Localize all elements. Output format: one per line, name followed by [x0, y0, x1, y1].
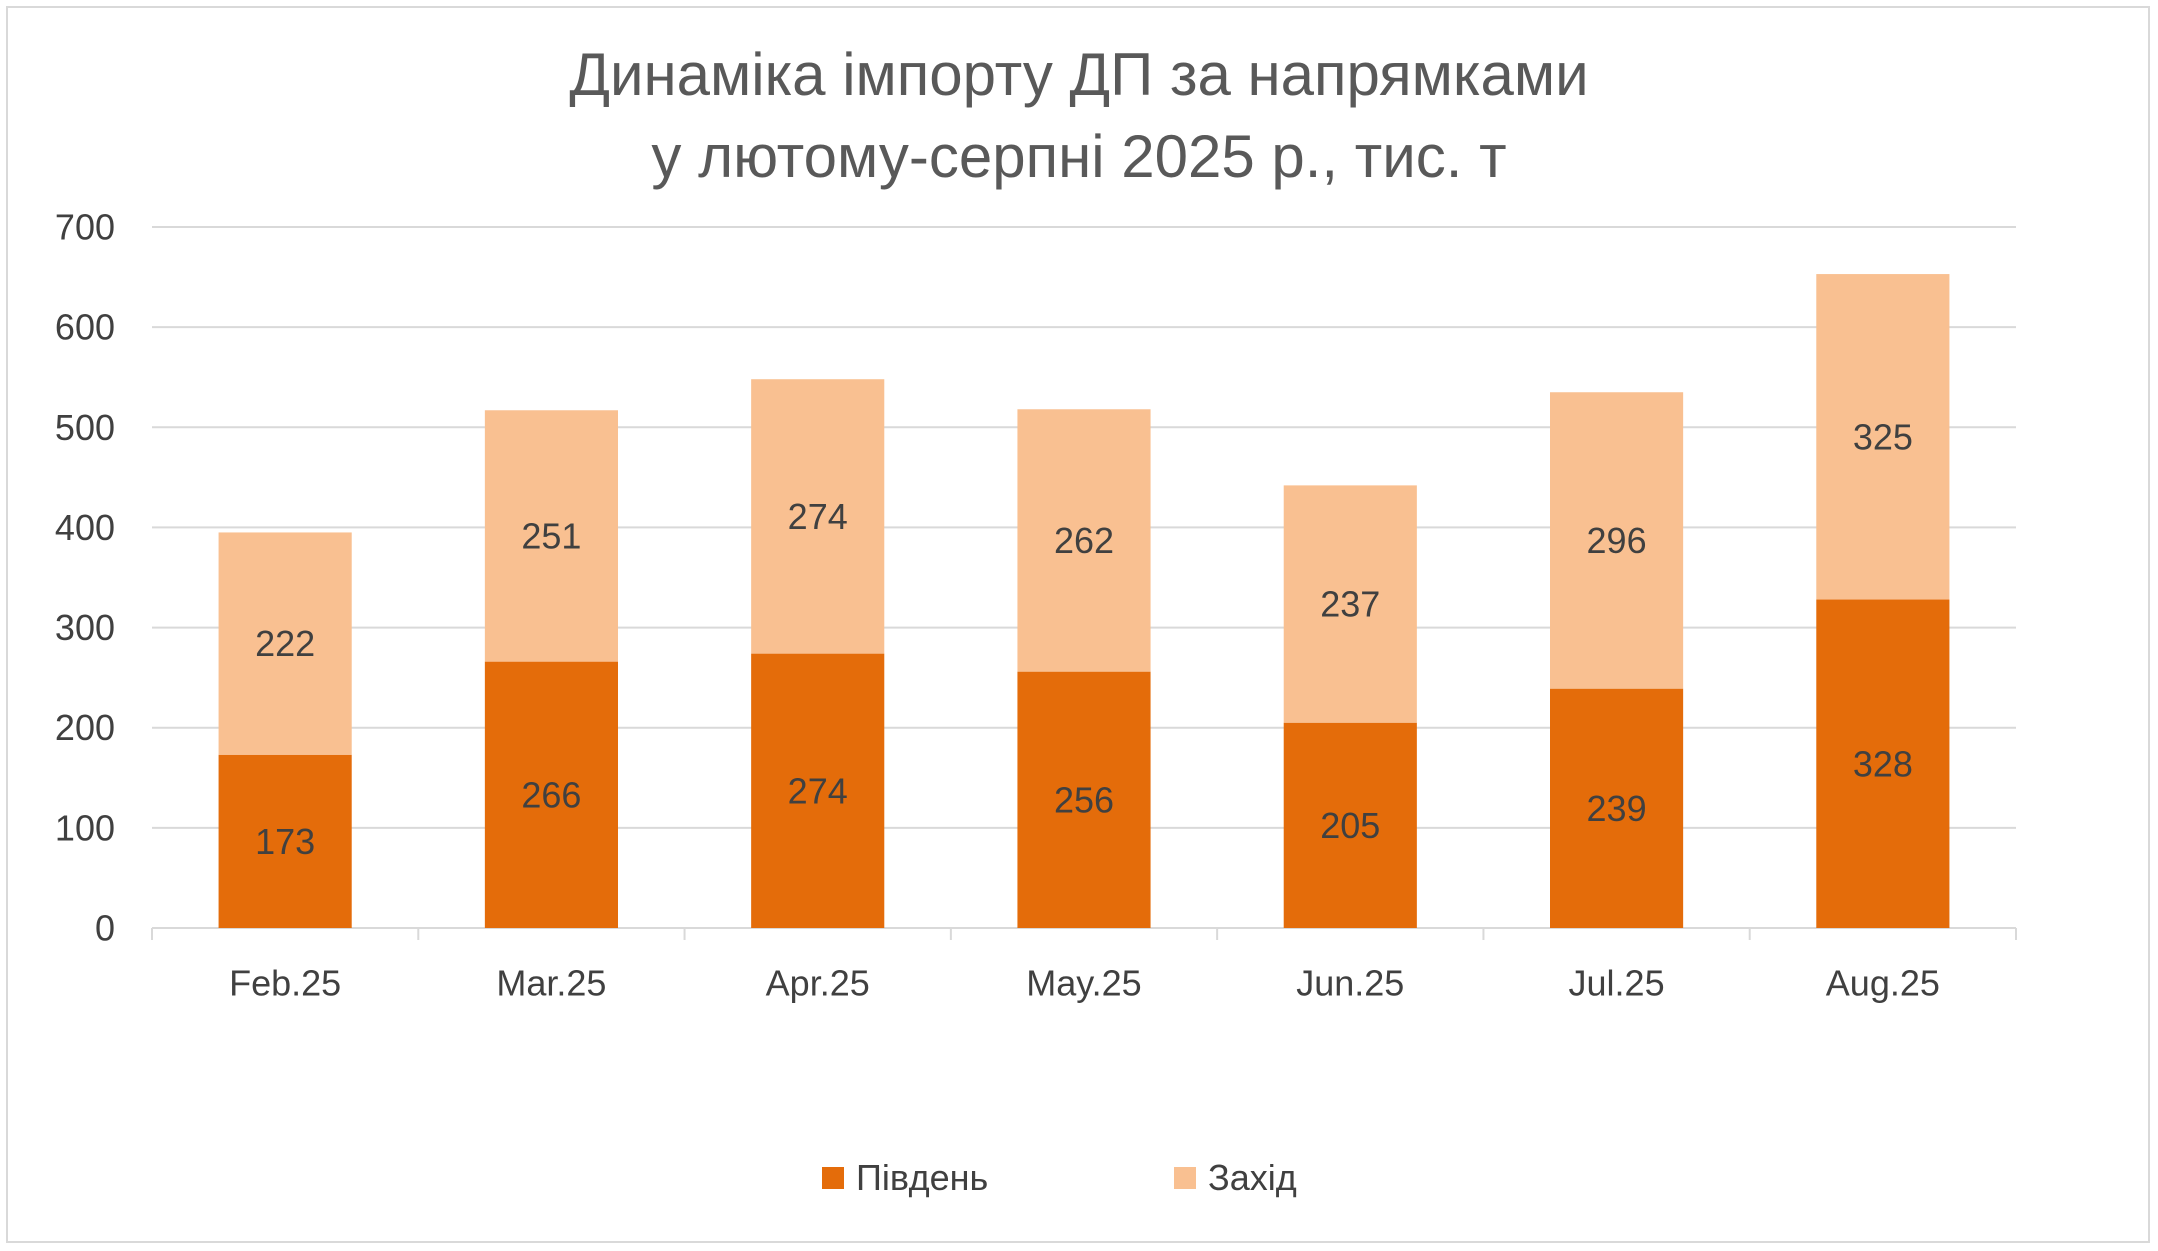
chart-title: Динаміка імпорту ДП за напрямками у люто… [0, 34, 2158, 198]
y-tick-label-100: 100 [55, 807, 115, 848]
x-tick-label-Apr.25: Apr.25 [766, 963, 870, 1004]
data-label-zakhid-Apr.25: 274 [788, 496, 848, 537]
x-tick-label-Mar.25: Mar.25 [496, 963, 606, 1004]
data-label-pivden-Mar.25: 266 [521, 774, 581, 815]
x-tick-label-May.25: May.25 [1026, 963, 1141, 1004]
bar-pivden-Feb.25[interactable] [218, 754, 352, 928]
data-label-pivden-Feb.25: 173 [255, 821, 315, 862]
legend-item-zakhid[interactable]: Захід [1174, 1148, 1297, 1208]
data-label-pivden-Jun.25: 205 [1320, 805, 1380, 846]
y-tick-label-700: 700 [55, 207, 115, 248]
bar-zakhid-May.25[interactable] [1017, 409, 1151, 672]
data-label-pivden-Jul.25: 239 [1587, 788, 1647, 829]
bar-zakhid-Mar.25[interactable] [484, 410, 618, 662]
bar-pivden-Aug.25[interactable] [1816, 599, 1950, 928]
y-tick-label-0: 0 [95, 908, 115, 949]
bar-zakhid-Aug.25[interactable] [1816, 274, 1950, 600]
x-tick-label-Jun.25: Jun.25 [1296, 963, 1404, 1004]
bar-zakhid-Apr.25[interactable] [751, 379, 885, 654]
bar-zakhid-Feb.25[interactable] [218, 532, 352, 755]
y-tick-label-600: 600 [55, 307, 115, 348]
legend-swatch-pivden [822, 1167, 844, 1189]
data-label-zakhid-Aug.25: 325 [1853, 416, 1913, 457]
bar-zakhid-Jul.25[interactable] [1550, 392, 1684, 689]
legend: Південь Захід [0, 1148, 2158, 1208]
y-tick-label-300: 300 [55, 607, 115, 648]
data-label-pivden-May.25: 256 [1054, 779, 1114, 820]
data-label-pivden-Aug.25: 328 [1853, 743, 1913, 784]
y-tick-label-200: 200 [55, 707, 115, 748]
data-label-pivden-Apr.25: 274 [788, 770, 848, 811]
y-tick-label-400: 400 [55, 507, 115, 548]
bar-pivden-May.25[interactable] [1017, 671, 1151, 928]
legend-swatch-zakhid [1174, 1167, 1196, 1189]
legend-item-pivden[interactable]: Південь [822, 1148, 988, 1208]
bar-zakhid-Jun.25[interactable] [1283, 485, 1417, 723]
chart-title-line-2: у лютому-серпні 2025 р., тис. т [651, 123, 1507, 190]
y-tick-label-500: 500 [55, 407, 115, 448]
x-tick-label-Jul.25: Jul.25 [1569, 963, 1665, 1004]
data-label-zakhid-Mar.25: 251 [521, 515, 581, 556]
data-label-zakhid-Jun.25: 237 [1320, 584, 1380, 625]
data-label-zakhid-Feb.25: 222 [255, 623, 315, 664]
bar-pivden-Mar.25[interactable] [484, 661, 618, 928]
x-tick-label-Aug.25: Aug.25 [1826, 963, 1940, 1004]
legend-label-zakhid: Захід [1208, 1157, 1297, 1198]
chart-title-line-1: Динаміка імпорту ДП за напрямками [569, 41, 1589, 108]
x-tick-label-Feb.25: Feb.25 [229, 963, 341, 1004]
bar-pivden-Apr.25[interactable] [751, 653, 885, 928]
bar-pivden-Jun.25[interactable] [1283, 722, 1417, 928]
data-label-zakhid-Jul.25: 296 [1587, 520, 1647, 561]
data-label-zakhid-May.25: 262 [1054, 520, 1114, 561]
legend-label-pivden: Південь [856, 1157, 989, 1198]
bar-pivden-Jul.25[interactable] [1550, 688, 1684, 928]
